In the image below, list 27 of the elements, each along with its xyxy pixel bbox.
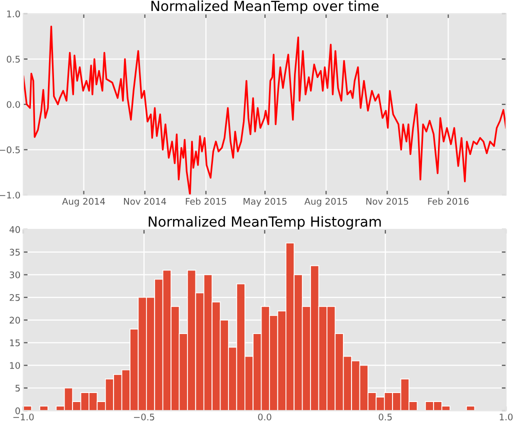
y-tick-label: 20 bbox=[10, 316, 20, 324]
y-tick-label: 0 bbox=[15, 407, 20, 414]
y-tick-label: −1.0 bbox=[0, 192, 20, 199]
x-tick-label: Feb 2015 bbox=[186, 198, 226, 205]
x-tick-label: May 2015 bbox=[244, 198, 286, 207]
y-tick-label: 15 bbox=[10, 340, 20, 346]
y-tick-label: 10 bbox=[10, 362, 20, 369]
x-tick-label: Nov 2014 bbox=[124, 198, 166, 205]
x-tick-label: 0.5 bbox=[378, 414, 392, 420]
y-tick-label: 25 bbox=[10, 294, 20, 301]
y-tick-label: 5 bbox=[16, 384, 20, 392]
x-tick-label: 0.0 bbox=[258, 414, 272, 420]
chart-title: Normalized MeanTemp over time bbox=[151, 0, 379, 14]
y-tick-label: −0.5 bbox=[0, 146, 20, 154]
x-tick-label: Aug 2015 bbox=[304, 198, 348, 207]
x-tick-label: Feb 2016 bbox=[428, 198, 469, 205]
y-tick-label: 0.0 bbox=[6, 101, 20, 108]
x-tick-label: Aug 2014 bbox=[62, 198, 105, 207]
x-tick-label: −0.5 bbox=[134, 414, 154, 420]
y-tick-label: 30 bbox=[10, 271, 20, 278]
x-tick-label: Nov 2015 bbox=[366, 198, 408, 205]
y-tick-label: 1.0 bbox=[7, 10, 20, 18]
x-tick-label: 1.0 bbox=[500, 414, 513, 420]
y-tick-label: 40 bbox=[10, 226, 20, 233]
chart-title: Normalized MeanTemp Histogram bbox=[148, 216, 381, 230]
y-tick-label: 35 bbox=[10, 248, 20, 256]
y-tick-label: 0.5 bbox=[6, 56, 20, 63]
